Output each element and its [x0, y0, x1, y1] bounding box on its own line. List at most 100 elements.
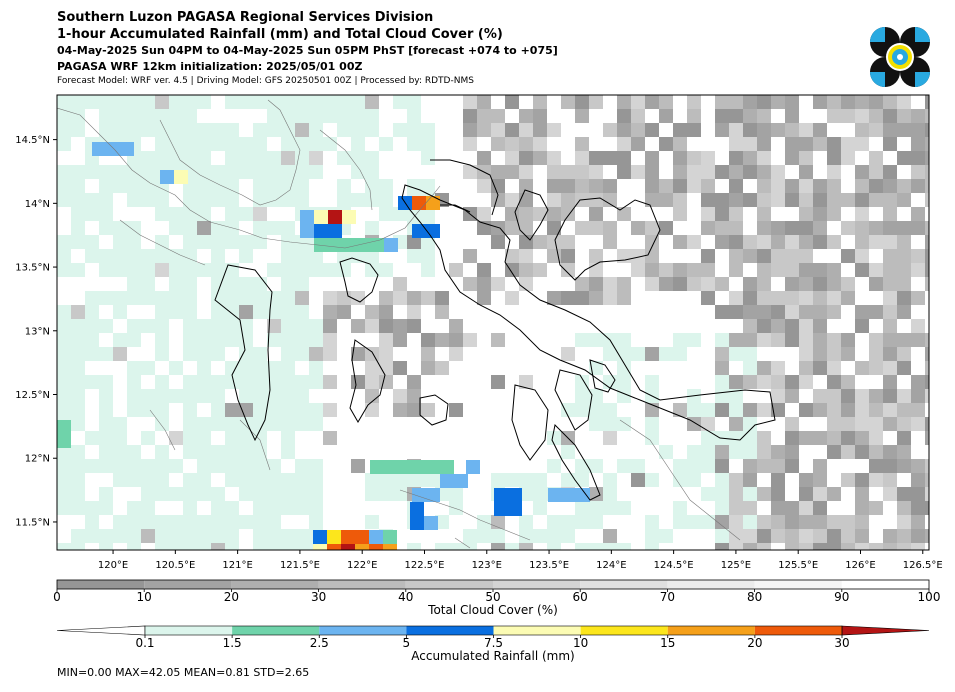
cloud-cell	[715, 109, 729, 123]
cloud-cell	[533, 137, 547, 151]
lat-tick-label: 11.5°N	[15, 517, 50, 528]
rain-cell	[645, 375, 659, 389]
cloud-cell	[869, 123, 883, 137]
rain-cell	[225, 179, 239, 193]
rain-cell	[127, 165, 141, 179]
cloud-cell	[743, 501, 757, 515]
cloud-cell	[757, 109, 771, 123]
rain-cell	[281, 319, 295, 333]
rain-cell	[113, 123, 127, 137]
cloud-cell	[925, 263, 929, 277]
cloud-cell	[323, 319, 337, 333]
rain-cell	[239, 431, 253, 445]
cloud-cell	[897, 403, 911, 417]
rain-cell	[309, 109, 323, 123]
rain-colorbar-segment	[406, 626, 494, 635]
cloud-cell	[757, 277, 771, 291]
rain-cell	[57, 487, 71, 501]
rain-cell	[508, 502, 522, 516]
rain-colorbar-segment	[493, 626, 581, 635]
rain-cell	[211, 193, 225, 207]
cloud-cell	[757, 95, 771, 109]
cloud-colorbar-tick-label: 30	[311, 590, 326, 604]
cloud-cell	[729, 179, 743, 193]
rain-cell	[407, 473, 421, 487]
rain-colorbar-tick-label: 0.1	[135, 636, 154, 650]
cloud-cell	[603, 291, 617, 305]
rain-cell	[155, 543, 169, 550]
rain-cell	[85, 375, 99, 389]
cloud-cell	[813, 137, 827, 151]
rain-cell	[659, 445, 673, 459]
rain-cell	[99, 417, 113, 431]
rain-cell	[113, 473, 127, 487]
lat-tick-label: 13°N	[25, 326, 50, 337]
rain-cell	[589, 417, 603, 431]
cloud-cell	[785, 277, 799, 291]
cloud-cell	[729, 417, 743, 431]
cloud-cell	[715, 543, 729, 550]
rain-cell	[673, 347, 687, 361]
cloud-cell	[841, 277, 855, 291]
rain-cell	[71, 459, 85, 473]
rain-cell	[645, 431, 659, 445]
rain-cell	[281, 95, 295, 109]
rain-cell	[267, 123, 281, 137]
rain-cell	[328, 224, 342, 238]
cloud-cell	[897, 459, 911, 473]
cloud-cell	[785, 417, 799, 431]
cloud-cell	[491, 221, 505, 235]
cloud-cell	[841, 333, 855, 347]
cloud-cell	[477, 95, 491, 109]
cloud-cell	[855, 403, 869, 417]
rain-cell	[239, 445, 253, 459]
rain-cell	[253, 459, 267, 473]
cloud-cell	[687, 109, 701, 123]
rain-cell	[71, 333, 85, 347]
cloud-cell	[799, 151, 813, 165]
rain-cell	[113, 333, 127, 347]
cloud-cell	[673, 207, 687, 221]
cloud-cell	[813, 263, 827, 277]
rain-cell	[211, 165, 225, 179]
cloud-cell	[421, 347, 435, 361]
rain-cell	[211, 123, 225, 137]
rain-cell	[701, 445, 715, 459]
rain-cell	[127, 403, 141, 417]
rain-cell	[267, 459, 281, 473]
rain-cell	[351, 151, 365, 165]
cloud-cell	[701, 249, 715, 263]
cloud-cell	[463, 277, 477, 291]
rain-cell	[547, 529, 561, 543]
rain-cell	[617, 375, 631, 389]
rain-colorbar-extend-max	[841, 625, 930, 636]
cloud-colorbar-segment	[57, 580, 145, 589]
cloud-cell	[519, 543, 533, 550]
cloud-cell	[393, 403, 407, 417]
cloud-cell	[71, 305, 85, 319]
cloud-cell	[365, 361, 379, 375]
rain-cell	[743, 361, 757, 375]
cloud-cell	[533, 207, 547, 221]
cloud-cell	[785, 193, 799, 207]
cloud-cell	[323, 333, 337, 347]
rain-cell	[267, 193, 281, 207]
cloud-cell	[883, 459, 897, 473]
rain-cell	[225, 501, 239, 515]
cloud-cell	[771, 95, 785, 109]
rain-cell	[687, 403, 701, 417]
lat-tick-label: 12°N	[25, 454, 50, 465]
cloud-cell	[799, 501, 813, 515]
rain-cell	[71, 501, 85, 515]
cloud-cell	[785, 179, 799, 193]
cloud-cell	[911, 417, 925, 431]
rain-cell	[155, 389, 169, 403]
rain-cell	[281, 487, 295, 501]
rain-cell	[715, 529, 729, 543]
rain-cell	[715, 333, 729, 347]
cloud-cell	[659, 193, 673, 207]
cloud-cell	[785, 529, 799, 543]
rain-cell	[155, 515, 169, 529]
rain-cell	[71, 207, 85, 221]
cloud-cell	[883, 165, 897, 179]
